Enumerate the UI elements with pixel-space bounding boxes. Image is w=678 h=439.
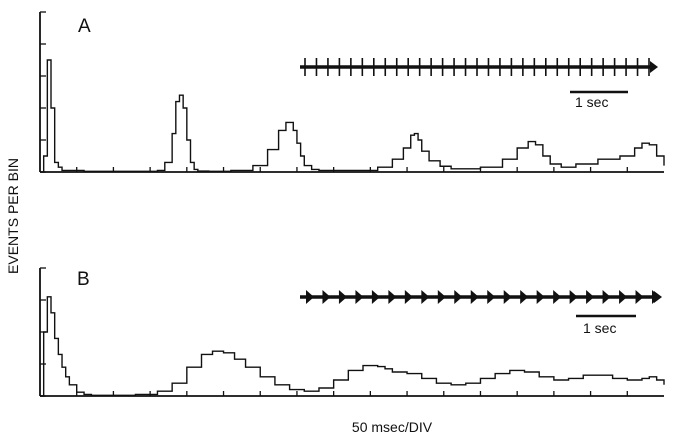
spike-tick: [619, 290, 628, 304]
spike-tick: [569, 290, 578, 304]
x-axis-label: 50 msec/DIV: [352, 419, 433, 435]
panel-a-histogram-trace: [40, 59, 665, 173]
spike-tick: [520, 290, 529, 304]
spike-tick: [602, 290, 611, 304]
spike-tick: [322, 290, 331, 304]
panel-a: A 1 sec: [39, 11, 665, 173]
spike-tick: [437, 290, 446, 304]
panel-a-spike-train-inset: [300, 58, 658, 94]
spike-tick: [503, 290, 512, 304]
spike-tick: [421, 290, 430, 304]
spike-tick: [355, 290, 364, 304]
panel-b-scale-bar-label: 1 sec: [583, 320, 616, 336]
spike-tick: [470, 290, 479, 304]
spike-tick: [338, 290, 347, 304]
spike-tick: [487, 290, 496, 304]
spike-tick: [388, 290, 397, 304]
panel-b-histogram-trace: [40, 296, 665, 397]
spike-tick: [652, 290, 660, 304]
spike-tick: [586, 290, 595, 304]
spike-tick: [536, 290, 545, 304]
spike-tick: [635, 290, 644, 304]
spike-tick: [404, 290, 413, 304]
panel-a-scale-bar-label: 1 sec: [575, 94, 608, 110]
spike-tick: [371, 290, 380, 304]
spike-tick: [454, 290, 463, 304]
panel-b-spike-train-inset: [300, 290, 662, 318]
y-axis-label: EVENTS PER BIN: [5, 158, 21, 274]
spike-tick: [553, 290, 562, 304]
spike-train-arrowhead: [650, 61, 658, 73]
panel-a-label: A: [78, 16, 91, 37]
spike-tick: [306, 290, 314, 304]
panel-a-ticks: [40, 11, 628, 173]
panel-b-label: B: [77, 269, 90, 290]
panel-b: B 1 sec: [39, 267, 665, 397]
